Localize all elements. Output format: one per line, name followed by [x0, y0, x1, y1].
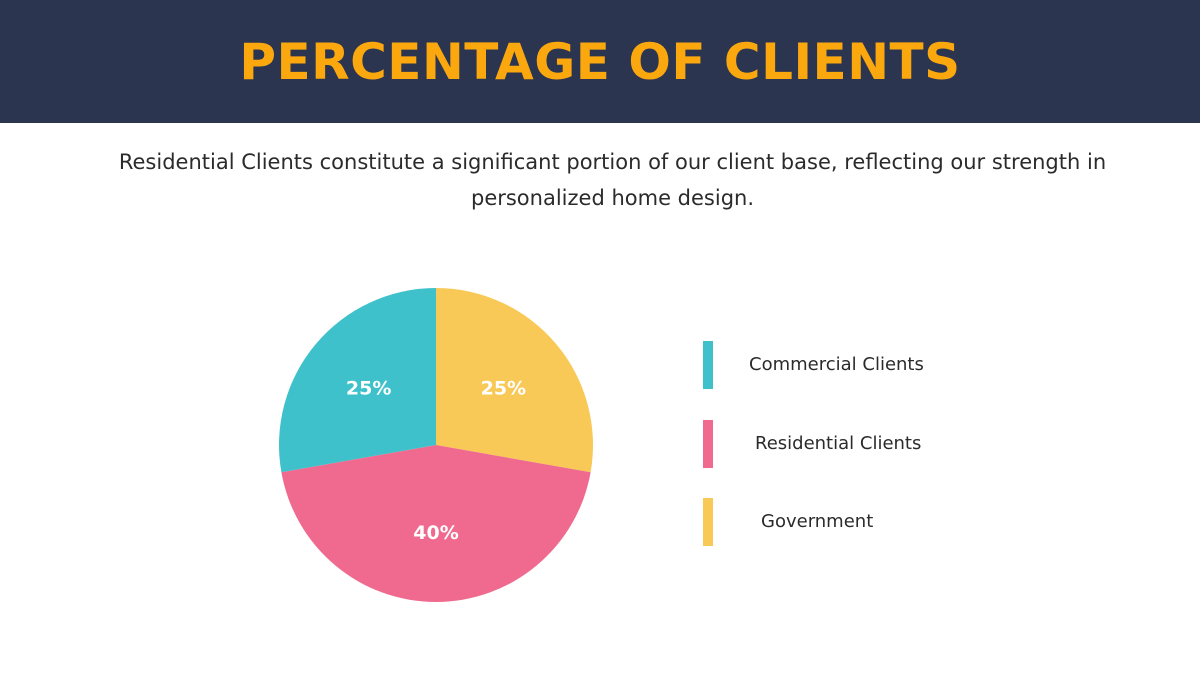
pie-label-residential-clients: 40%: [413, 522, 458, 544]
pie-label-commercial-clients: 25%: [346, 377, 391, 399]
legend-item-commercial: Commercial Clients: [700, 341, 1000, 389]
legend-item-residential: Residential Clients: [700, 420, 1000, 468]
pie-label-government: 25%: [481, 377, 526, 399]
pie-chart-svg: 25% 40% 25%: [279, 288, 593, 602]
legend-item-government: Government: [700, 498, 1000, 546]
page-title: PERCENTAGE OF CLIENTS: [239, 32, 961, 91]
pie-slice-commercial-clients: [279, 288, 436, 473]
legend-label-government: Government: [761, 511, 874, 532]
chart-legend: Commercial Clients Residential Clients G…: [700, 341, 1000, 551]
legend-label-residential: Residential Clients: [755, 433, 922, 454]
legend-swatch-residential: [703, 420, 713, 468]
pie-slice-residential-clients: [281, 445, 591, 602]
legend-label-commercial: Commercial Clients: [749, 354, 924, 375]
legend-swatch-commercial: [703, 341, 713, 389]
subtitle-text: Residential Clients constitute a signifi…: [118, 150, 1107, 210]
legend-swatch-government: [703, 498, 713, 546]
pie-slice-government: [436, 288, 593, 473]
pie-chart: 25% 40% 25%: [276, 285, 596, 605]
header-banner: PERCENTAGE OF CLIENTS: [0, 0, 1200, 123]
